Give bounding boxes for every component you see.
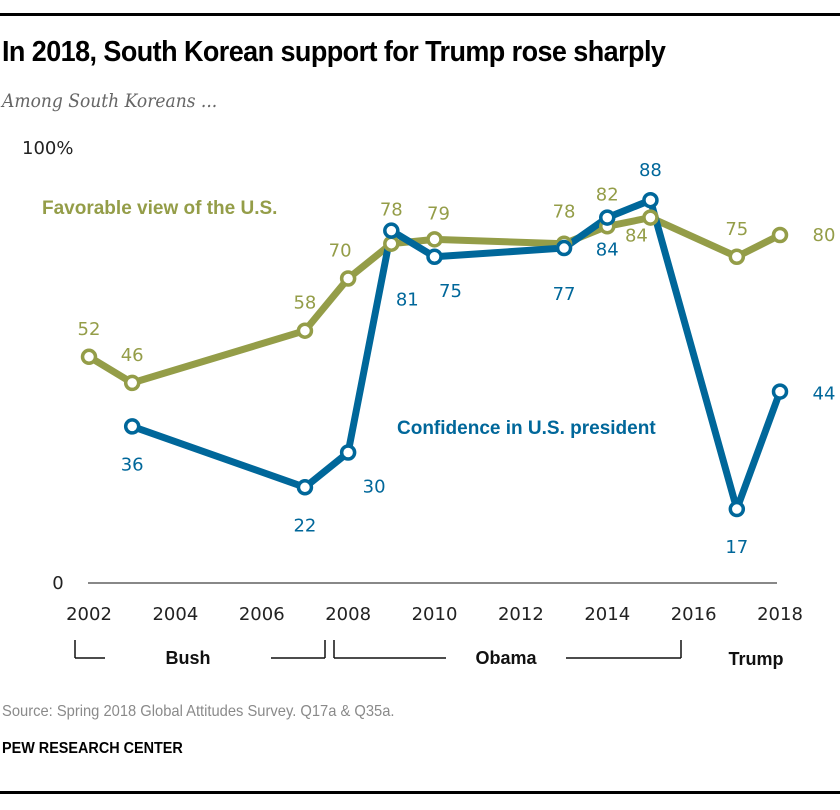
favorable-data-label: 46 xyxy=(121,345,144,366)
confidence-data-label: 75 xyxy=(439,281,462,302)
confidence-data-label: 77 xyxy=(553,284,576,305)
chart-subtitle: Among South Koreans ... xyxy=(2,90,218,112)
favorable-data-label: 75 xyxy=(725,219,748,240)
confidence-point xyxy=(383,222,400,239)
favorable-point xyxy=(426,231,443,248)
confidence-data-label: 84 xyxy=(596,240,619,261)
favorable-data-label: 79 xyxy=(427,203,450,224)
favorable-data-label: 58 xyxy=(293,293,316,314)
source-note: Source: Spring 2018 Global Attitudes Sur… xyxy=(2,703,395,720)
y-tick-label: 0 xyxy=(52,573,63,594)
confidence-point xyxy=(426,248,443,265)
favorable-data-label: 78 xyxy=(380,200,403,221)
favorable-point xyxy=(771,226,789,244)
favorable-data-label: 52 xyxy=(78,319,101,340)
obama-era-label: Obama xyxy=(475,648,537,668)
x-tick-label: 2018 xyxy=(757,604,803,625)
confidence-point xyxy=(123,418,141,435)
favorable-point xyxy=(80,348,98,366)
x-tick-label: 2014 xyxy=(584,604,630,625)
favorable-point xyxy=(296,322,314,339)
confidence-data-label: 30 xyxy=(363,477,386,498)
x-tick-label: 2016 xyxy=(671,604,717,625)
favorable-data-label: 80 xyxy=(813,225,836,246)
confidence-point xyxy=(599,209,616,226)
bush-era-label: Bush xyxy=(166,648,211,668)
confidence-point xyxy=(642,191,659,209)
confidence-line xyxy=(128,196,784,513)
favorable-data-label: 82 xyxy=(596,184,619,205)
top-rule xyxy=(0,13,840,16)
x-tick-label: 2012 xyxy=(498,604,544,625)
favorable-point xyxy=(642,209,659,226)
y-tick-label: 100% xyxy=(22,138,73,159)
favorable-point xyxy=(728,248,746,265)
confidence-point xyxy=(771,383,789,400)
chart-title: In 2018, South Korean support for Trump … xyxy=(2,36,666,68)
x-tick-label: 2006 xyxy=(239,604,285,625)
confidence-data-label: 81 xyxy=(396,290,419,311)
brand-label: PEW RESEARCH CENTER xyxy=(2,740,183,757)
x-tick-label: 2002 xyxy=(66,604,112,625)
confidence-point xyxy=(555,239,573,257)
confidence-point xyxy=(296,479,314,496)
bottom-rule xyxy=(0,791,840,794)
favorable-data-label: 84 xyxy=(625,226,648,247)
confidence-data-label: 88 xyxy=(639,160,662,181)
x-tick-label: 2004 xyxy=(152,604,198,625)
favorable-data-label: 70 xyxy=(329,241,352,262)
confidence-data-label: 17 xyxy=(725,537,748,558)
x-tick-label: 2010 xyxy=(412,604,458,625)
favorable-point xyxy=(383,235,400,252)
favorable-point xyxy=(339,270,357,287)
favorable-point xyxy=(123,374,141,392)
confidence-data-label: 36 xyxy=(121,454,144,475)
favorable-data-label: 78 xyxy=(553,202,576,223)
x-tick-label: 2008 xyxy=(325,604,371,625)
confidence-point xyxy=(339,444,357,461)
trump-era-label: Trump xyxy=(728,649,783,669)
confidence-data-label: 22 xyxy=(293,515,316,536)
confidence-point xyxy=(728,500,746,518)
favorable-series-label: Favorable view of the U.S. xyxy=(42,198,277,219)
confidence-data-label: 44 xyxy=(813,384,836,405)
confidence-series-label: Confidence in U.S. president xyxy=(397,418,656,439)
